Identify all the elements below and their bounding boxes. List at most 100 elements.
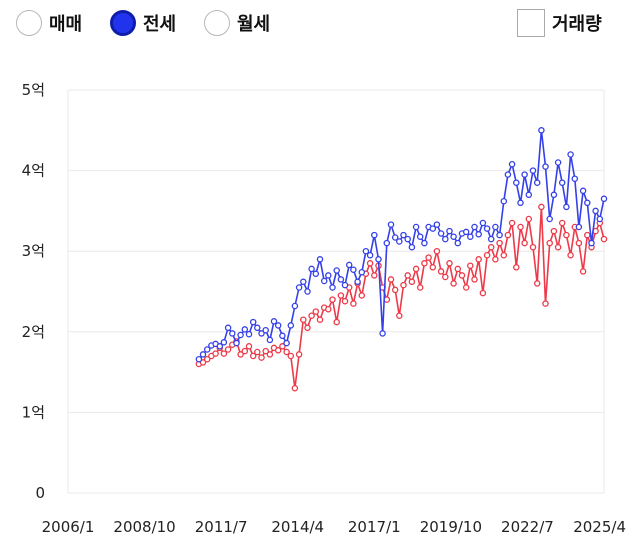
x-tick-label: 2006/1 xyxy=(42,518,95,536)
radio-jeonse-circle[interactable] xyxy=(110,10,136,36)
y-axis-ticks: 0 1억 2억 3억 4억 5억 xyxy=(22,81,45,502)
data-point xyxy=(538,127,545,134)
data-point xyxy=(579,268,587,275)
data-point xyxy=(375,256,382,263)
data-point xyxy=(579,187,587,195)
x-tick-label: 2022/7 xyxy=(501,518,554,536)
data-point xyxy=(517,199,524,207)
data-point xyxy=(291,384,299,392)
data-point xyxy=(300,316,307,323)
data-point xyxy=(454,265,462,273)
data-point xyxy=(270,318,278,325)
x-tick-label: 2011/7 xyxy=(195,518,248,536)
radio-sale[interactable]: 매매 xyxy=(16,6,82,40)
data-point xyxy=(538,203,545,211)
data-point xyxy=(542,300,549,307)
data-point xyxy=(408,243,416,251)
data-point xyxy=(429,264,437,271)
data-point xyxy=(362,247,370,255)
data-point xyxy=(345,261,353,269)
chart-controls: 매매 전세 월세 거래량 xyxy=(0,0,640,48)
data-point xyxy=(312,270,320,278)
data-point xyxy=(408,278,416,286)
data-point xyxy=(475,231,482,238)
data-point xyxy=(241,326,249,333)
data-point xyxy=(245,330,253,338)
data-point xyxy=(387,276,395,283)
radio-sale-circle[interactable] xyxy=(16,10,42,36)
y-tick-label: 3억 xyxy=(22,242,45,260)
data-point xyxy=(249,318,257,326)
data-point xyxy=(295,351,303,358)
data-point xyxy=(199,351,207,358)
data-point xyxy=(454,239,462,247)
data-point xyxy=(446,227,453,235)
data-point xyxy=(350,266,357,273)
data-point xyxy=(312,308,320,315)
radio-jeonse-label: 전세 xyxy=(143,14,177,35)
data-point xyxy=(203,355,211,363)
data-point xyxy=(199,359,207,366)
data-point xyxy=(212,350,219,357)
data-point xyxy=(492,223,499,231)
data-point xyxy=(533,280,541,287)
data-point xyxy=(383,239,391,247)
data-point xyxy=(396,238,403,245)
data-point xyxy=(308,312,315,319)
data-point xyxy=(437,230,445,237)
data-point xyxy=(266,351,274,358)
data-point xyxy=(274,322,282,329)
data-point xyxy=(483,251,491,259)
data-point xyxy=(542,163,549,170)
y-tick-label: 0 xyxy=(35,484,45,502)
data-point xyxy=(333,267,340,274)
data-point xyxy=(358,292,366,299)
volume-toggle[interactable]: 거래량 xyxy=(517,6,602,40)
data-point xyxy=(450,280,457,287)
data-point xyxy=(304,324,311,332)
x-tick-label: 2019/10 xyxy=(420,518,482,536)
data-point xyxy=(316,256,324,263)
data-point xyxy=(450,233,457,240)
data-point xyxy=(529,167,537,174)
data-point xyxy=(262,326,269,334)
data-point xyxy=(437,268,445,275)
data-point xyxy=(521,239,528,247)
data-point xyxy=(546,215,553,223)
data-point xyxy=(529,243,537,251)
data-point xyxy=(429,225,437,232)
y-tick-label: 4억 xyxy=(22,162,45,180)
data-point xyxy=(329,284,336,291)
y-tick-label: 2억 xyxy=(22,323,45,341)
data-point xyxy=(471,276,478,283)
radio-monthly[interactable]: 월세 xyxy=(204,6,270,40)
y-tick-label: 1억 xyxy=(22,403,45,421)
radio-monthly-circle[interactable] xyxy=(204,10,230,36)
data-point xyxy=(254,324,261,332)
data-point xyxy=(400,281,407,289)
data-point xyxy=(600,235,608,243)
data-point xyxy=(325,305,332,313)
volume-checkbox[interactable] xyxy=(517,9,545,37)
x-tick-label: 2008/10 xyxy=(113,518,175,536)
data-point xyxy=(558,179,566,186)
data-point xyxy=(558,219,566,227)
data-point xyxy=(262,347,269,355)
data-point xyxy=(287,322,295,329)
data-point xyxy=(600,195,608,203)
data-point xyxy=(513,264,520,271)
data-point xyxy=(241,347,249,355)
data-point xyxy=(358,268,366,276)
data-point xyxy=(396,312,403,319)
data-point xyxy=(224,346,232,353)
data-point xyxy=(550,191,558,199)
data-point xyxy=(350,300,357,307)
data-point xyxy=(442,273,449,281)
data-point xyxy=(433,221,441,228)
data-point xyxy=(333,318,340,326)
x-tick-label: 2017/1 xyxy=(348,518,401,536)
data-point xyxy=(504,231,512,239)
radio-jeonse[interactable]: 전세 xyxy=(110,6,176,40)
data-point xyxy=(404,272,411,279)
data-point xyxy=(325,272,332,279)
